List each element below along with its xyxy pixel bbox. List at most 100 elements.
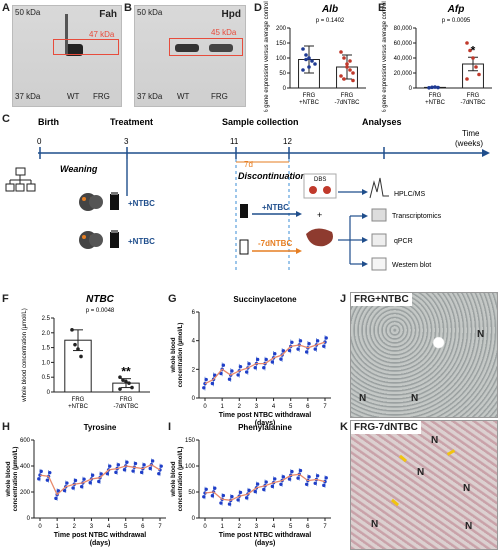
lane-wt-label: WT xyxy=(177,92,190,101)
p-value-label: p = 0.0048 xyxy=(86,308,115,314)
mean-line xyxy=(39,463,161,496)
wt-smear xyxy=(65,14,68,54)
empty-bottle-icon xyxy=(239,239,249,255)
data-point xyxy=(255,357,260,362)
data-point xyxy=(118,375,122,379)
water-bottle-icon xyxy=(110,192,119,210)
data-point xyxy=(307,56,311,60)
x-category-label: -7dNTBC xyxy=(334,100,360,106)
x-category-label: +NTBC xyxy=(299,100,320,106)
blot-title: Fah xyxy=(99,9,117,20)
transcriptomics-label: Transcriptomics xyxy=(392,213,442,220)
x-axis-label: Time post NTBC withdrawal xyxy=(54,532,146,539)
data-point xyxy=(264,480,268,484)
data-point xyxy=(97,479,101,484)
data-point xyxy=(238,490,243,495)
y-axis-label: whole blood xyxy=(6,461,12,497)
data-point xyxy=(227,502,232,506)
phenylalanine-chart: Phenylalanine 0 50 100 150 0 1 2 3 4 5 6 7 Time post … xyxy=(171,423,331,547)
x-tick-label: 6 xyxy=(141,524,145,530)
nodule-label: N xyxy=(465,521,473,532)
x-tick-label: 1 xyxy=(55,524,59,530)
x-tick-label: 0 xyxy=(203,404,207,410)
data-point xyxy=(73,478,78,483)
data-point xyxy=(310,59,314,63)
data-point xyxy=(436,85,440,90)
data-point xyxy=(313,347,317,351)
data-point xyxy=(236,498,240,502)
data-point xyxy=(114,470,118,475)
data-point xyxy=(38,473,42,477)
data-point xyxy=(221,363,226,367)
nodule-label: N xyxy=(371,519,379,530)
x-category-label: +NTBC xyxy=(425,100,446,106)
data-point xyxy=(351,78,355,83)
y-tick-label: 50 xyxy=(279,71,286,77)
y-tick-label: 100 xyxy=(185,464,196,470)
tick-label-0: 0 xyxy=(37,137,42,146)
y-tick-label: 20,000 xyxy=(394,71,413,77)
ntbc-concentration-chart: NTBC p = 0.0048 0 0.5 1.0 1.5 2.0 2.5 whole bloo… xyxy=(22,294,150,410)
dbs-card xyxy=(303,173,337,199)
x-category-label: FRG xyxy=(341,93,354,99)
panel-label-a: A xyxy=(2,2,10,14)
data-point xyxy=(324,336,328,340)
highlight-box xyxy=(53,39,119,55)
data-point xyxy=(345,62,349,66)
data-point xyxy=(76,347,80,351)
data-point xyxy=(281,475,286,479)
data-point xyxy=(253,489,257,494)
x-tick-label: 5 xyxy=(289,404,293,410)
x-tick-label: 2 xyxy=(238,524,242,530)
blot-title: Hpd xyxy=(221,9,241,20)
data-point xyxy=(79,354,83,359)
qpcr-icon xyxy=(371,233,387,247)
p-value-label: p = 0.1402 xyxy=(316,18,345,24)
x-tick-label: 5 xyxy=(289,524,293,530)
data-point xyxy=(230,494,234,499)
y-axis-label: concentration (µmol/L) xyxy=(178,323,184,388)
data-point xyxy=(39,469,43,474)
data-point xyxy=(273,477,277,481)
kda-47-label: 47 kDa xyxy=(89,30,115,39)
data-point xyxy=(118,387,122,391)
data-point xyxy=(290,469,294,474)
panel-label-g: G xyxy=(168,293,177,305)
data-point xyxy=(219,501,223,505)
tyrosine-chart: Tyrosine 0 200 400 600 0 1 2 3 4 5 6 7 Time post NTBC… xyxy=(6,423,166,547)
mean-line xyxy=(204,341,326,385)
data-point xyxy=(37,477,41,481)
data-point xyxy=(244,496,249,500)
transcriptomics-icon xyxy=(371,208,387,222)
data-point xyxy=(255,482,260,486)
data-point xyxy=(342,77,346,81)
data-point xyxy=(477,72,481,77)
wt-band xyxy=(65,44,83,56)
x-tick-label: 7 xyxy=(323,404,327,410)
alb-expression-chart: Alb p = 0.1402 0 50 100 150 200 % gene expressi… xyxy=(264,1,366,112)
nodule-label: N xyxy=(417,467,425,478)
x-tick-label: 2 xyxy=(238,404,242,410)
chart-title: Succinylacetone xyxy=(233,295,297,304)
data-point xyxy=(122,468,127,472)
highlight-box xyxy=(169,38,243,56)
wt-band xyxy=(175,44,199,52)
data-point xyxy=(130,385,134,390)
data-point xyxy=(301,68,305,72)
data-point xyxy=(150,459,155,463)
x-category-label: +NTBC xyxy=(68,404,89,410)
data-point xyxy=(139,470,144,475)
nodule-label: N xyxy=(477,329,485,340)
y-tick-label: 0.5 xyxy=(42,375,51,381)
data-point xyxy=(313,62,317,66)
dbs-label: DBS xyxy=(314,177,326,183)
y-tick-label: 600 xyxy=(20,438,31,444)
data-point xyxy=(202,495,206,499)
lane-frg-label: FRG xyxy=(93,92,110,101)
data-point xyxy=(324,476,328,480)
micrograph-title: FRG-7dNTBC xyxy=(351,421,421,434)
data-point xyxy=(90,473,95,477)
data-point xyxy=(73,342,77,347)
tick-label-12: 12 xyxy=(283,137,292,146)
y-tick-label: 2.5 xyxy=(42,316,51,322)
